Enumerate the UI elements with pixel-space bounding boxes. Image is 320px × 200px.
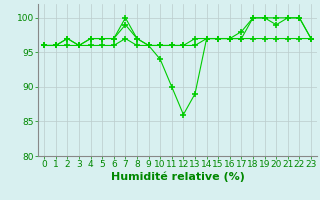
X-axis label: Humidité relative (%): Humidité relative (%) [111, 172, 244, 182]
